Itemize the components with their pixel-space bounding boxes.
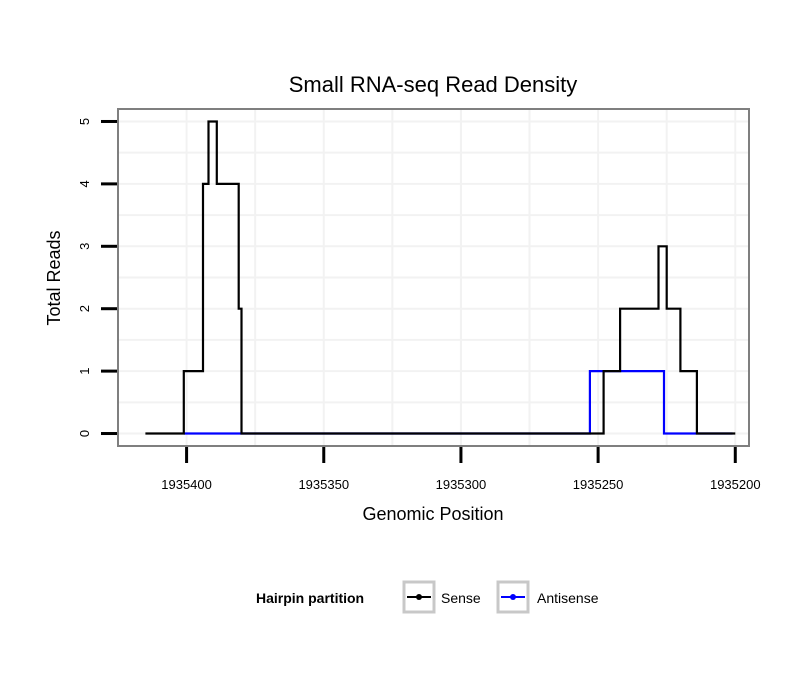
chart-title: Small RNA-seq Read Density	[289, 72, 578, 97]
plot-panel-border	[117, 108, 750, 447]
legend-label-antisense: Antisense	[537, 590, 599, 606]
x-tick-label: 1935250	[573, 477, 624, 492]
legend: Hairpin partition Sense Antisense	[256, 580, 599, 614]
x-axis-title: Genomic Position	[362, 504, 503, 524]
y-axis-title: Total Reads	[44, 230, 64, 325]
legend-marker-sense	[416, 594, 422, 600]
x-tick-label: 1935350	[298, 477, 349, 492]
legend-item-antisense: Antisense	[496, 580, 599, 614]
x-tick-label: 1935200	[710, 477, 761, 492]
y-tick-label: 4	[77, 180, 92, 187]
y-tick-label: 3	[77, 243, 92, 250]
y-tick-label: 5	[77, 118, 92, 125]
y-tick-label: 2	[77, 305, 92, 312]
y-tick-label: 1	[77, 367, 92, 374]
y-tick-label: 0	[77, 430, 92, 437]
y-axis: 0 1 2 3 4 5	[77, 118, 117, 437]
x-axis: 1935400 1935350 1935300 1935250 1935200	[161, 447, 761, 492]
x-tick-label: 1935400	[161, 477, 212, 492]
series-line-sense	[145, 120, 736, 435]
legend-marker-antisense	[510, 594, 516, 600]
x-tick-label: 1935300	[436, 477, 487, 492]
legend-title: Hairpin partition	[256, 590, 364, 606]
series-lines	[145, 120, 736, 435]
legend-label-sense: Sense	[441, 590, 481, 606]
legend-item-sense: Sense	[402, 580, 481, 614]
